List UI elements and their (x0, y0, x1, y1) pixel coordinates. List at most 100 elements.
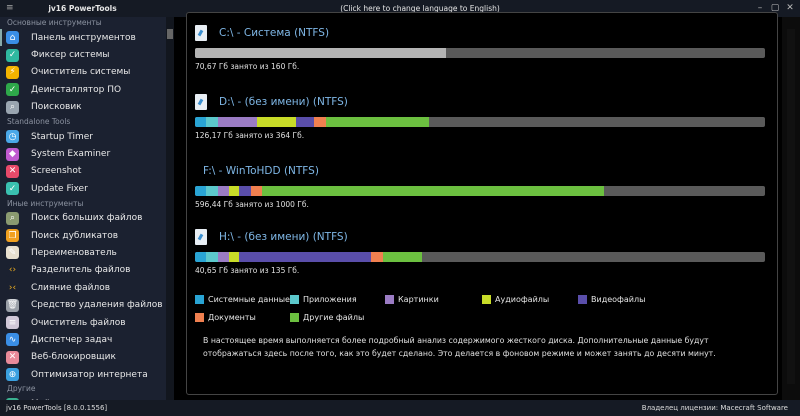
sidebar-item[interactable]: ◆ System Examiner (0, 145, 166, 162)
main-scrollbar[interactable] (782, 17, 800, 400)
stopwatch-icon: ◷ (6, 130, 19, 144)
sidebar-item-label: Поиск больших файлов (31, 213, 143, 224)
sidebar-item-label: Веб-блокировщик (31, 352, 116, 363)
drive-usage-text: 126,17 Гб занято из 364 Гб. (195, 131, 305, 140)
usage-segment (195, 252, 206, 262)
legend-item: Приложения (290, 295, 357, 304)
drive-usage-text: 40,65 Гб занято из 135 Гб. (195, 266, 300, 275)
hamburger-menu-icon[interactable]: ≡ (6, 3, 14, 13)
sidebar-item[interactable]: 🗑 Средство удаления файлов (0, 296, 166, 313)
legend-item: Картинки (385, 295, 439, 304)
sidebar-item[interactable]: ≡ Очиститель файлов (0, 314, 166, 331)
sidebar-item-label: Слияние файлов (31, 282, 111, 293)
sidebar-item[interactable]: ›‹ Слияние файлов (0, 279, 166, 296)
sidebar-item-label: Очиститель файлов (31, 317, 126, 328)
usage-segment (195, 117, 206, 127)
legend-swatch (195, 295, 204, 304)
sidebar-section-title: Standalone Tools (7, 116, 71, 126)
legend-swatch (578, 295, 587, 304)
usage-segment (205, 117, 218, 127)
usage-segment (262, 186, 605, 196)
cross-icon: ✕ (6, 164, 19, 178)
usage-segment (195, 48, 446, 58)
sidebar-item[interactable]: ✕ Веб-блокировщик (0, 349, 166, 366)
sidebar-item-label: Мой счет (31, 399, 74, 400)
globe-icon: ⊕ (6, 368, 19, 382)
sidebar-item-label: Поиск дубликатов (31, 230, 119, 241)
sidebar-item[interactable]: ● Мой счет (0, 395, 166, 400)
usage-segment (228, 252, 240, 262)
legend-item: Документы (195, 313, 256, 322)
usage-segment (239, 252, 371, 262)
usage-segment (217, 117, 257, 127)
usage-segment (325, 117, 429, 127)
drive-usage-bar (195, 186, 765, 196)
usage-segment (195, 186, 206, 196)
drive-icon (195, 94, 207, 110)
sidebar-item-label: System Examiner (31, 149, 111, 160)
sidebar-item[interactable]: ✓ Деинсталлятор ПО (0, 81, 166, 98)
legend-swatch (195, 313, 204, 322)
sidebar-item[interactable]: ⊕ Оптимизатор интернета (0, 366, 166, 383)
split-icon: ‹› (6, 263, 19, 277)
sidebar-item-label: Поисковик (31, 102, 82, 113)
refresh-check-icon: ✓ (6, 182, 19, 196)
block-icon: ✕ (6, 350, 19, 364)
sidebar-item-label: Startup Timer (31, 131, 93, 142)
minimize-button[interactable]: – (757, 3, 763, 13)
sidebar-item[interactable]: ❐ Поиск дубликатов (0, 227, 166, 244)
change-language-link[interactable]: (Click here to change language to Englis… (340, 4, 500, 13)
close-button[interactable]: ✕ (786, 3, 794, 13)
drive-usage-bar (195, 252, 765, 262)
drive-entry: C:\ - Система (NTFS) 70,67 Гб занято из … (195, 23, 765, 71)
sidebar-item[interactable]: ⚡ Очиститель системы (0, 64, 166, 81)
sidebar-item[interactable]: ✓ Update Fixer (0, 180, 166, 197)
status-bar: jv16 PowerTools [8.0.0.1556] Владелец ли… (0, 400, 800, 416)
sidebar-item[interactable]: ⌂ Панель инструментов (0, 29, 166, 47)
task-monitor-icon: ∿ (6, 333, 19, 347)
sidebar-scrollbar[interactable] (166, 17, 174, 400)
legend-swatch (385, 295, 394, 304)
sidebar-section-title: Основные инструменты (7, 18, 102, 27)
sidebar: Основные инструменты ⌂ Панель инструментов… (0, 17, 166, 400)
version-label: jv16 PowerTools [8.0.0.1556] (6, 404, 108, 412)
duplicate-icon: ❐ (6, 229, 19, 243)
check-circle-icon: ✓ (6, 83, 19, 97)
sidebar-scroll-thumb[interactable] (167, 29, 173, 39)
drive-name: H:\ - (без имени) (NTFS) (219, 231, 348, 243)
usage-segment (217, 252, 229, 262)
merge-icon: ›‹ (6, 281, 19, 295)
sidebar-item-label: Деинсталлятор ПО (31, 84, 122, 95)
drive-entry: H:\ - (без имени) (NTFS) 40,65 Гб занято… (195, 227, 765, 275)
sidebar-item[interactable]: ‹› Разделитель файлов (0, 262, 166, 279)
legend-label: Другие файлы (303, 313, 365, 322)
drive-usage-bar (195, 48, 765, 58)
sidebar-item[interactable]: ⌕ Поисковик (0, 99, 166, 116)
search-file-icon: ⌕ (6, 211, 19, 225)
sidebar-item[interactable]: ⌕ Поиск больших файлов (0, 210, 166, 227)
sidebar-item[interactable]: ∿ Диспетчер задач (0, 331, 166, 348)
legend-item: Другие файлы (290, 313, 364, 322)
shredder-icon: ≡ (6, 316, 19, 330)
usage-segment (205, 186, 218, 196)
legend-swatch (290, 313, 299, 322)
app-title: jv16 PowerTools (48, 4, 117, 13)
usage-segment (296, 117, 314, 127)
rename-file-icon: ✎ (6, 246, 19, 260)
sidebar-item-label: Переименователь (31, 247, 117, 258)
sidebar-item[interactable]: ✕ Screenshot (0, 163, 166, 180)
sidebar-item[interactable]: ◷ Startup Timer (0, 128, 166, 145)
legend-swatch (482, 295, 491, 304)
sidebar-item[interactable]: ✎ Переименователь (0, 244, 166, 261)
main-scroll-thumb[interactable] (787, 29, 795, 384)
legend-item: Аудиофайлы (482, 295, 549, 304)
maximize-button[interactable]: ▢ (770, 3, 780, 13)
sidebar-item[interactable]: ✓ Фиксер системы (0, 46, 166, 63)
usage-segment (217, 186, 229, 196)
legend-swatch (290, 295, 299, 304)
sidebar-item-label: Диспетчер задач (31, 334, 113, 345)
legend-item: Системные данные (195, 295, 290, 304)
usage-segment (251, 186, 263, 196)
legend-label: Аудиофайлы (495, 295, 550, 304)
drive-name: D:\ - (без имени) (NTFS) (219, 96, 348, 108)
